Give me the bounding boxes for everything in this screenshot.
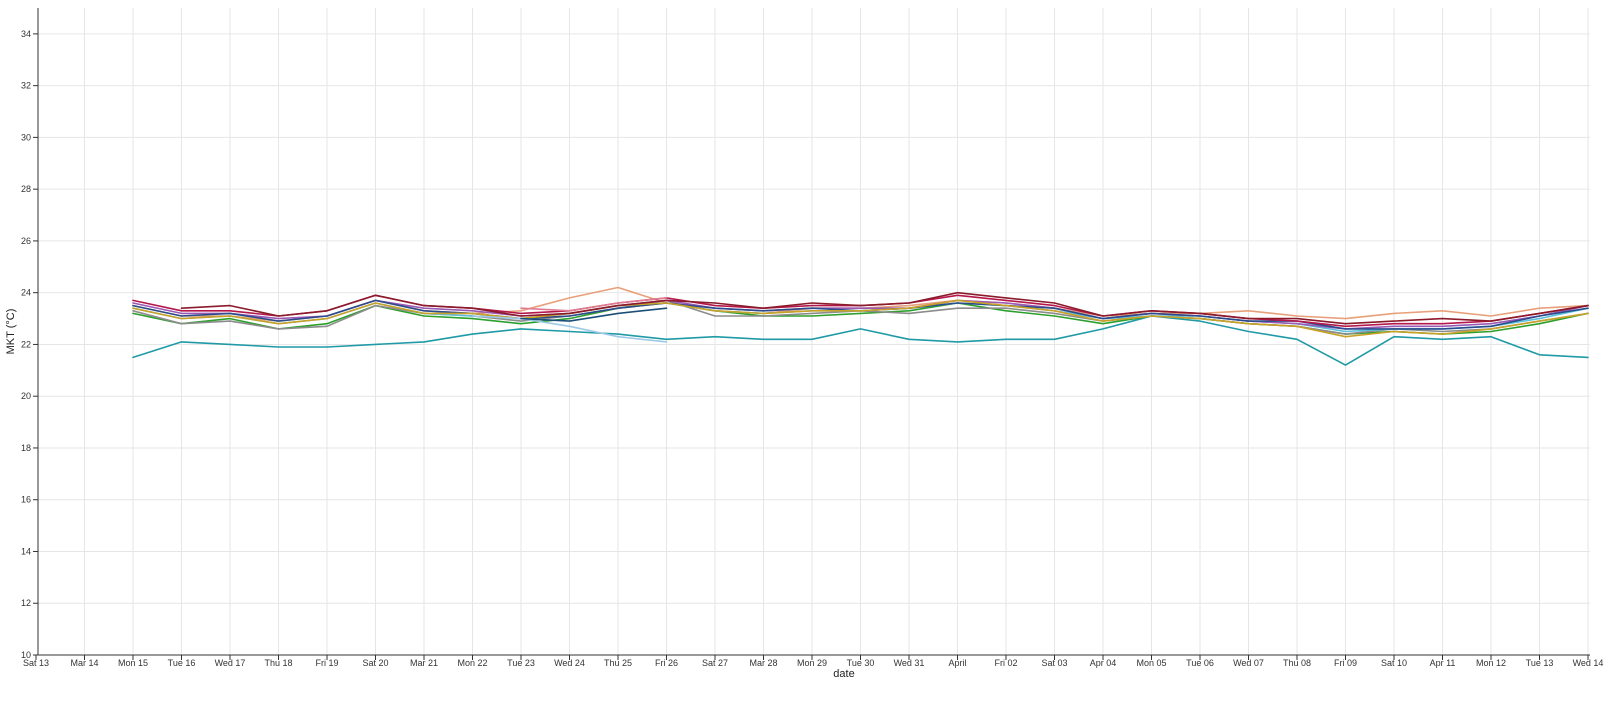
y-gridlines [38, 33, 1590, 604]
x-tick-label: Tue 13 [1526, 658, 1554, 668]
x-axis-title: date [833, 668, 854, 680]
y-axis-title: MKT (°C) [5, 309, 17, 355]
x-tick-label: Apr 04 [1090, 658, 1117, 668]
series-line-11 [471, 315, 668, 343]
x-tick-label: Mar 21 [410, 658, 438, 668]
x-tick-label: Wed 24 [554, 658, 585, 668]
x-tick-label: Apr 11 [1430, 658, 1456, 668]
x-tick-label: Wed 07 [1233, 658, 1264, 668]
x-tick-label: Fri 19 [315, 658, 338, 668]
x-axis-ticks: Sat 13 Mar 14 Mon 15 Tue 16 Wed 17 Thu 18 Fri … [23, 655, 1603, 668]
x-tick-label: Thu 18 [264, 658, 292, 668]
x-tick-label: April [948, 658, 966, 668]
y-tick-label: 32 [21, 81, 31, 91]
y-axis-ticks: 10 12 14 16 18 20 22 24 26 28 30 32 34 [21, 29, 38, 660]
x-tick-label: Tue 23 [507, 658, 535, 668]
y-tick-label: 18 [21, 443, 31, 453]
x-tick-label: Mon 05 [1136, 658, 1166, 668]
y-tick-label: 30 [21, 132, 31, 142]
x-tick-label: Mon 12 [1476, 658, 1506, 668]
x-tick-label: Sat 03 [1041, 658, 1067, 668]
series-line-8 [132, 299, 1589, 338]
x-tick-label: Thu 08 [1283, 658, 1311, 668]
y-tick-label: 34 [21, 29, 31, 39]
x-tick-label: Mon 29 [797, 658, 827, 668]
y-tick-label: 22 [21, 339, 31, 349]
series-line-13 [520, 307, 668, 322]
y-tick-label: 28 [21, 184, 31, 194]
x-tick-label: Sat 27 [702, 658, 728, 668]
x-tick-label: Sat 10 [1381, 658, 1407, 668]
y-tick-label: 24 [21, 288, 31, 298]
series-line-1 [132, 315, 1589, 366]
y-tick-label: 14 [21, 546, 31, 556]
series-line-12 [520, 297, 668, 312]
x-tick-label: Tue 30 [847, 658, 875, 668]
x-tick-label: Mon 15 [118, 658, 148, 668]
y-tick-label: 16 [21, 495, 31, 505]
x-tick-label: Mar 28 [749, 658, 777, 668]
x-tick-label: Wed 14 [1573, 658, 1604, 668]
x-tick-label: Sat 13 [23, 658, 49, 668]
x-tick-label: Thu 25 [604, 658, 632, 668]
y-tick-label: 10 [21, 650, 31, 660]
x-tick-label: Wed 17 [215, 658, 246, 668]
x-tick-label: Fri 26 [655, 658, 678, 668]
x-tick-label: Sat 20 [362, 658, 388, 668]
x-tick-label: Mar 14 [70, 658, 98, 668]
y-tick-label: 26 [21, 236, 31, 246]
x-tick-label: Tue 06 [1186, 658, 1214, 668]
series-lines [132, 286, 1589, 366]
x-tick-label: Fri 09 [1334, 658, 1357, 668]
x-tick-label: Wed 31 [894, 658, 925, 668]
y-tick-label: 20 [21, 391, 31, 401]
series-line-10 [180, 291, 1589, 325]
y-tick-label: 12 [21, 598, 31, 608]
x-tick-label: Mon 22 [457, 658, 487, 668]
x-tick-label: Fri 02 [994, 658, 1017, 668]
x-tick-label: Tue 16 [168, 658, 196, 668]
